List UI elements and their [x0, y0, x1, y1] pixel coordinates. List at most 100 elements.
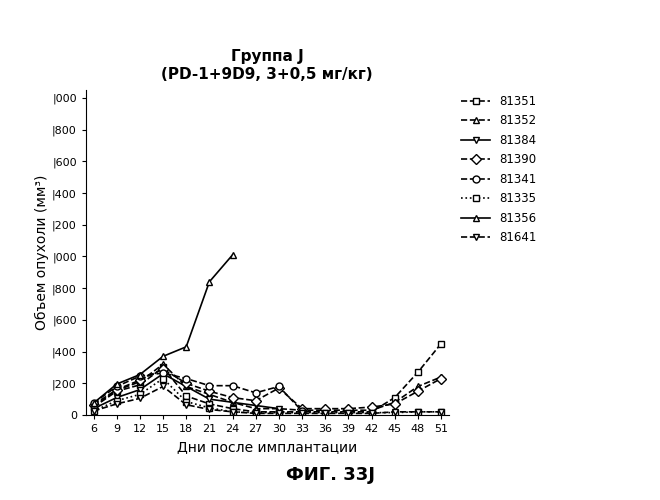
Line: 81390: 81390 — [90, 366, 445, 412]
81352 — [159, 362, 167, 368]
81335 — [113, 398, 121, 404]
81641 — [414, 409, 422, 415]
81390 — [275, 385, 283, 391]
81390 — [136, 377, 144, 383]
81341 — [182, 376, 190, 382]
81641 — [228, 409, 236, 415]
81335 — [90, 408, 98, 414]
81352 — [275, 406, 283, 411]
81384 — [251, 402, 259, 408]
Text: ФИГ. 33J: ФИГ. 33J — [286, 466, 374, 484]
81341 — [90, 400, 98, 406]
81641 — [182, 402, 190, 407]
81384 — [275, 406, 283, 411]
81335 — [437, 409, 445, 415]
81641 — [368, 410, 376, 416]
81352 — [136, 378, 144, 384]
81390 — [182, 380, 190, 386]
81356 — [136, 372, 144, 378]
81641 — [90, 408, 98, 414]
81351 — [182, 393, 190, 399]
81335 — [391, 410, 399, 416]
Line: 81351: 81351 — [90, 340, 445, 415]
81335 — [321, 410, 329, 416]
81641 — [437, 409, 445, 415]
81341 — [113, 384, 121, 390]
81335 — [414, 409, 422, 415]
81351 — [298, 409, 306, 415]
81390 — [414, 388, 422, 394]
81335 — [159, 376, 167, 382]
81641 — [205, 406, 213, 412]
81351 — [321, 409, 329, 415]
Line: 81335: 81335 — [90, 375, 445, 416]
81390 — [368, 404, 376, 410]
81351 — [368, 409, 376, 415]
81641 — [251, 410, 259, 416]
81352 — [228, 400, 236, 406]
81641 — [159, 384, 167, 390]
81641 — [136, 396, 144, 402]
81351 — [159, 364, 167, 370]
81352 — [391, 400, 399, 406]
81352 — [113, 388, 121, 394]
81384 — [228, 400, 236, 406]
81390 — [391, 401, 399, 407]
81352 — [437, 374, 445, 380]
Y-axis label: Объем опухоли (мм³): Объем опухоли (мм³) — [35, 175, 50, 330]
81335 — [205, 405, 213, 411]
81352 — [345, 407, 352, 413]
81356 — [182, 344, 190, 350]
81390 — [251, 398, 259, 404]
81356 — [90, 400, 98, 406]
81335 — [251, 410, 259, 416]
81352 — [205, 392, 213, 398]
81351 — [136, 382, 144, 388]
81351 — [90, 404, 98, 410]
81351 — [414, 369, 422, 375]
81335 — [298, 410, 306, 416]
81352 — [90, 404, 98, 409]
81352 — [298, 407, 306, 413]
81351 — [437, 340, 445, 346]
81390 — [90, 402, 98, 407]
81390 — [205, 388, 213, 394]
Legend: 81351, 81352, 81384, 81390, 81341, 81335, 81356, 81641: 81351, 81352, 81384, 81390, 81341, 81335… — [456, 90, 542, 249]
81335 — [228, 409, 236, 415]
81390 — [159, 366, 167, 372]
81352 — [414, 384, 422, 390]
81641 — [298, 410, 306, 416]
81351 — [275, 409, 283, 415]
81341 — [205, 382, 213, 388]
81641 — [275, 410, 283, 416]
81641 — [321, 410, 329, 416]
81351 — [205, 401, 213, 407]
81352 — [251, 406, 259, 411]
81384 — [136, 386, 144, 392]
81351 — [251, 409, 259, 415]
81390 — [437, 376, 445, 382]
81356 — [228, 252, 236, 258]
81335 — [275, 410, 283, 416]
Line: 81341: 81341 — [90, 370, 306, 414]
81341 — [136, 373, 144, 379]
81352 — [368, 407, 376, 413]
Title: Группа J
(PD-1+9D9, 3+0,5 мг/кг): Группа J (PD-1+9D9, 3+0,5 мг/кг) — [162, 50, 373, 82]
81335 — [136, 392, 144, 398]
Line: 81352: 81352 — [90, 361, 445, 414]
81352 — [182, 384, 190, 390]
Line: 81641: 81641 — [90, 383, 445, 417]
81351 — [391, 394, 399, 400]
81341 — [298, 408, 306, 414]
81384 — [159, 371, 167, 377]
81390 — [228, 394, 236, 400]
81351 — [345, 409, 352, 415]
81384 — [205, 396, 213, 402]
81351 — [228, 406, 236, 411]
Line: 81356: 81356 — [90, 252, 236, 406]
81384 — [182, 384, 190, 390]
81335 — [368, 410, 376, 416]
X-axis label: Дни после имплантации: Дни после имплантации — [177, 440, 358, 454]
81341 — [228, 382, 236, 388]
81356 — [205, 279, 213, 285]
